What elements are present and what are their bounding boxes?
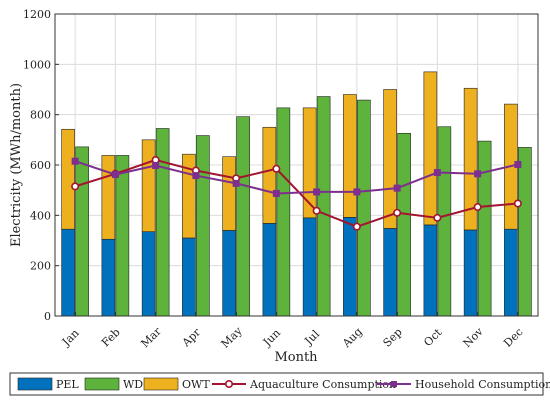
y-tick-label: 1200	[23, 8, 51, 21]
bar-wd	[115, 155, 130, 317]
point-marker-circle	[513, 199, 522, 208]
bar-pel	[61, 228, 75, 317]
bars	[61, 71, 532, 317]
point-marker-square	[313, 188, 321, 196]
series-line	[74, 158, 518, 228]
bar-owt	[302, 107, 317, 219]
point-marker-circle	[312, 206, 321, 215]
bar-owt	[463, 87, 478, 231]
y-tick-label: 1000	[23, 58, 51, 71]
legend-label: OWT	[182, 378, 210, 391]
legend-label: PEL	[56, 378, 79, 391]
point-marker-circle	[352, 222, 361, 231]
x-tick-label: Sep	[381, 325, 405, 349]
point-marker-circle	[71, 182, 80, 191]
bar-wd	[477, 140, 492, 317]
bar-owt	[101, 155, 116, 240]
point-marker-square	[514, 160, 522, 168]
bar-pel	[463, 229, 478, 317]
bar-wd	[437, 126, 452, 317]
legend-swatch	[143, 377, 179, 391]
bar-owt	[222, 156, 236, 231]
x-tick-label: Apr	[179, 325, 204, 350]
legend-label: Household Consumption	[415, 378, 550, 391]
point-marker-square	[232, 179, 240, 187]
y-tick-label: 0	[44, 310, 51, 323]
point-marker-square	[111, 171, 119, 179]
point-marker-square	[152, 162, 160, 170]
bar-owt	[262, 126, 277, 224]
point-marker-circle	[393, 208, 402, 217]
y-axis-label: Electricity (MWh/month)	[9, 83, 24, 247]
x-tick-label: Aug	[339, 325, 365, 351]
bar-owt	[423, 71, 438, 226]
y-axis-ticks: 0 200 400 600 800 1000 1200	[23, 8, 59, 323]
point-marker-circle	[433, 213, 442, 222]
bar-pel	[222, 230, 236, 317]
legend-swatch	[84, 377, 120, 391]
x-tick-label: Dec	[501, 325, 525, 349]
point-marker-square	[353, 188, 361, 196]
bar-pel	[101, 238, 116, 317]
bar-owt	[383, 89, 397, 229]
point-marker-square	[272, 189, 280, 197]
bar-wd	[397, 132, 411, 317]
bar-wd	[236, 116, 250, 317]
y-tick-label: 200	[30, 260, 51, 273]
bar-pel	[262, 223, 277, 317]
legend-label: WD	[123, 378, 143, 391]
series-line	[74, 160, 519, 195]
bar-pel	[504, 228, 518, 317]
x-tick-label: Nov	[461, 324, 487, 350]
legend-marker-circle	[225, 379, 234, 388]
point-marker-square	[393, 184, 401, 192]
bar-pel	[383, 228, 397, 317]
bar-wd	[316, 96, 331, 317]
x-tick-label: Oct	[421, 326, 444, 349]
bar-pel	[302, 217, 317, 317]
bar-owt	[141, 139, 156, 232]
x-axis-ticks: Jan Feb Mar Apr May Jun Jul Aug Sep Oct Nov Dec	[59, 312, 526, 351]
bar-owt	[61, 128, 75, 230]
x-tick-label: Feb	[99, 326, 123, 350]
point-marker-circle	[473, 203, 482, 212]
bar-wd	[518, 147, 532, 317]
y-tick-label: 800	[30, 109, 51, 122]
legend-marker-square	[391, 381, 397, 387]
bar-pel	[141, 231, 156, 317]
lines	[71, 155, 522, 231]
legend-box	[9, 372, 544, 396]
point-marker-square	[474, 170, 482, 178]
x-tick-label: Jan	[59, 327, 82, 350]
y-tick-label: 400	[30, 209, 51, 222]
bar-pel	[182, 237, 196, 317]
point-marker-square	[71, 157, 79, 165]
point-marker-square	[433, 169, 441, 177]
bar-wd	[276, 107, 291, 317]
bar-owt	[343, 94, 357, 218]
legend-swatch	[17, 377, 53, 391]
bar-wd	[196, 135, 210, 317]
bar-wd	[155, 128, 170, 317]
bar-wd	[75, 146, 89, 317]
bar-pel	[423, 224, 438, 317]
x-tick-label: Mar	[138, 324, 164, 350]
y-tick-label: 600	[30, 159, 51, 172]
point-marker-square	[192, 172, 200, 180]
legend: PEL WD OWT Aquaculture Consumption Household…	[9, 372, 550, 396]
point-marker-circle	[272, 164, 281, 173]
legend-label: Aquaculture Consumption	[249, 378, 396, 391]
bar-wd	[357, 99, 371, 317]
x-tick-label: Jul	[302, 327, 323, 348]
bar-pel	[343, 217, 357, 317]
x-tick-label: Jun	[260, 326, 283, 349]
x-tick-label: May	[219, 324, 246, 351]
x-axis-label: Month	[274, 350, 318, 365]
